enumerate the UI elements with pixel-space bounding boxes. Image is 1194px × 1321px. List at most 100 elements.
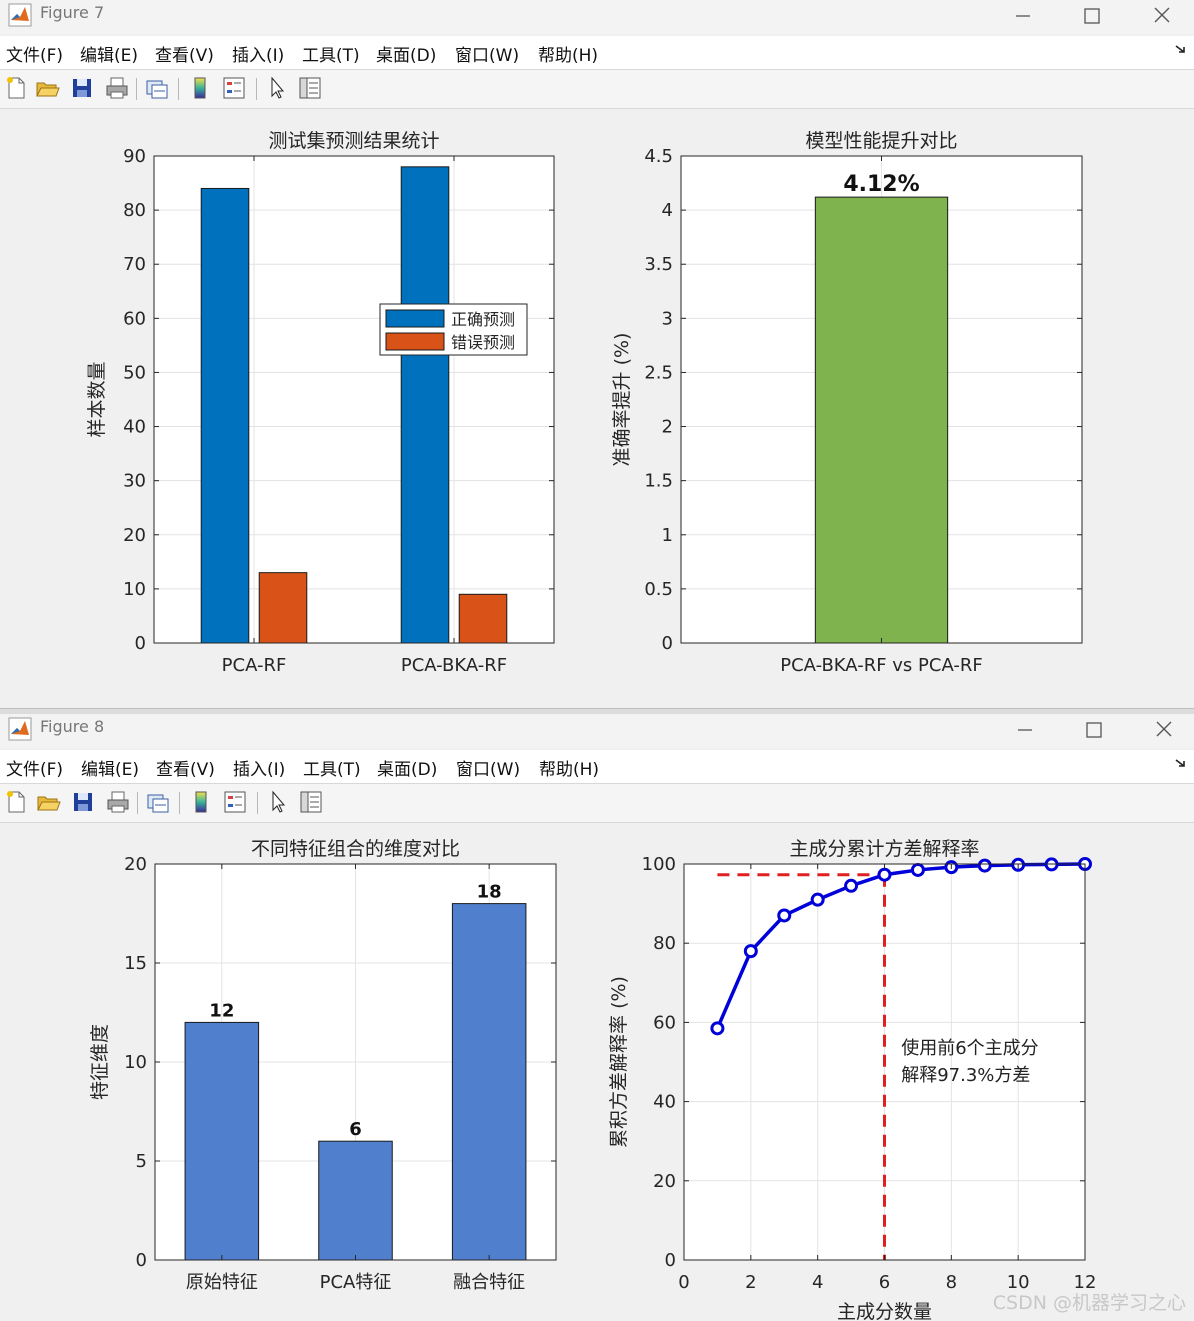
x-tick-label: 8 [946, 1272, 957, 1293]
print-icon[interactable] [104, 75, 130, 101]
property-inspector-icon[interactable] [297, 75, 323, 101]
menu-tools[interactable]: 工具(T) [302, 46, 360, 66]
data-label: 12 [209, 1000, 234, 1021]
data-point [977, 858, 992, 873]
maximize-button[interactable] [1070, 2, 1114, 30]
y-tick-label: 50 [123, 362, 146, 383]
y-axis-label: 样本数量 [86, 361, 108, 437]
property-inspector-icon[interactable] [298, 789, 324, 815]
x-tick-label: 2 [745, 1272, 756, 1293]
legend-icon[interactable] [222, 789, 248, 815]
dock-arrow-icon[interactable] [1174, 42, 1188, 56]
x-tick-label: PCA-BKA-RF vs PCA-RF [780, 655, 982, 676]
matlab-logo-icon [8, 717, 32, 741]
x-tick-label: PCA-RF [222, 655, 287, 676]
menu-view[interactable]: 查看(V) [155, 46, 214, 66]
minimize-button[interactable] [1000, 2, 1044, 30]
x-tick-label: 12 [1074, 1272, 1097, 1293]
print-icon[interactable] [105, 789, 131, 815]
x-axis-label: 主成分数量 [837, 1301, 932, 1321]
close-button[interactable] [1142, 716, 1186, 744]
menu-insert[interactable]: 插入(I) [232, 46, 285, 66]
menu-file[interactable]: 文件(F) [6, 46, 64, 66]
y-tick-label: 5 [136, 1151, 147, 1172]
y-tick-label: 4 [662, 200, 673, 221]
save-icon[interactable] [69, 75, 95, 101]
menu-help[interactable]: 帮助(H) [538, 46, 599, 66]
toolbar [0, 784, 1194, 823]
y-tick-label: 30 [123, 471, 146, 492]
new-file-icon[interactable] [3, 75, 29, 101]
toolbar-separator [178, 78, 179, 100]
bars: 12 6 18 [184, 882, 527, 1261]
open-folder-icon[interactable] [34, 75, 60, 101]
pointer-icon[interactable] [265, 789, 291, 815]
window-title: Figure 7 [40, 3, 105, 22]
x-axis: PCA-RF PCA-BKA-RF [222, 156, 507, 676]
minimize-button[interactable] [1002, 716, 1046, 744]
y-tick-label: 60 [123, 308, 146, 329]
menu-tools[interactable]: 工具(T) [303, 760, 361, 780]
menu-window[interactable]: 窗口(W) [455, 46, 520, 66]
x-tick-label: 原始特征 [186, 1272, 258, 1293]
menu-insert[interactable]: 插入(I) [233, 760, 286, 780]
x-tick-label: 6 [879, 1272, 890, 1293]
toolbar-separator [179, 792, 180, 814]
y-tick-label: 2.5 [644, 362, 673, 383]
chart-title: 测试集预测结果统计 [268, 130, 439, 152]
data-label: 4.12% [843, 172, 919, 197]
y-tick-label: 10 [124, 1052, 147, 1073]
x-tick-label: 4 [812, 1272, 823, 1293]
y-axis-label: 特征维度 [89, 1024, 111, 1100]
maximize-button[interactable] [1072, 716, 1116, 744]
x-tick-label: PCA-BKA-RF [401, 655, 507, 676]
menu-edit[interactable]: 编辑(E) [81, 760, 140, 780]
copy-figure-icon[interactable] [144, 75, 170, 101]
y-tick-label: 3 [662, 308, 673, 329]
new-file-icon[interactable] [3, 789, 29, 815]
window-title: Figure 8 [40, 717, 105, 736]
watermark: CSDN @机器学习之心 [992, 1292, 1186, 1314]
axes-box [153, 155, 555, 644]
y-tick-label: 20 [124, 854, 147, 875]
y-tick-label: 40 [653, 1092, 676, 1113]
y-tick-label: 20 [123, 525, 146, 546]
x-axis: 0 2 4 6 8 10 12 [678, 864, 1096, 1293]
annotation-text: 解释97.3%方差 [901, 1065, 1030, 1086]
bar [400, 166, 450, 644]
colorbar-icon[interactable] [188, 789, 214, 815]
open-folder-icon[interactable] [35, 789, 61, 815]
legend-swatch [385, 309, 445, 328]
menu-window[interactable]: 窗口(W) [456, 760, 521, 780]
menu-help[interactable]: 帮助(H) [539, 760, 600, 780]
title-bar: Figure 7 [0, 0, 1194, 34]
pointer-icon[interactable] [264, 75, 290, 101]
y-tick-label: 0 [136, 1250, 147, 1271]
menu-bar: 文件(F) 编辑(E) 查看(V) 插入(I) 工具(T) 桌面(D) 窗口(W… [0, 36, 1194, 70]
dock-arrow-icon[interactable] [1174, 756, 1188, 770]
menu-view[interactable]: 查看(V) [156, 760, 215, 780]
y-tick-label: 60 [653, 1012, 676, 1033]
y-tick-label: 80 [653, 933, 676, 954]
y-axis-label: 累积方差解释率 (%) [608, 976, 630, 1148]
bars: 4.12% [814, 172, 949, 644]
colorbar-icon[interactable] [187, 75, 213, 101]
x-tick-label: 0 [678, 1272, 689, 1293]
y-tick-label: 3.5 [644, 254, 673, 275]
x-tick-label: 融合特征 [453, 1272, 525, 1293]
menu-desktop[interactable]: 桌面(D) [377, 760, 438, 780]
data-point [710, 1021, 725, 1036]
menu-file[interactable]: 文件(F) [6, 760, 64, 780]
close-button[interactable] [1140, 2, 1184, 30]
legend-icon[interactable] [221, 75, 247, 101]
save-icon[interactable] [70, 789, 96, 815]
matlab-logo-icon [8, 3, 32, 27]
copy-figure-icon[interactable] [145, 789, 171, 815]
menu-desktop[interactable]: 桌面(D) [376, 46, 437, 66]
y-tick-label: 1 [662, 525, 673, 546]
legend-entry: 错误预测 [451, 333, 515, 352]
y-tick-label: 4.5 [644, 146, 673, 167]
menu-edit[interactable]: 编辑(E) [80, 46, 139, 66]
